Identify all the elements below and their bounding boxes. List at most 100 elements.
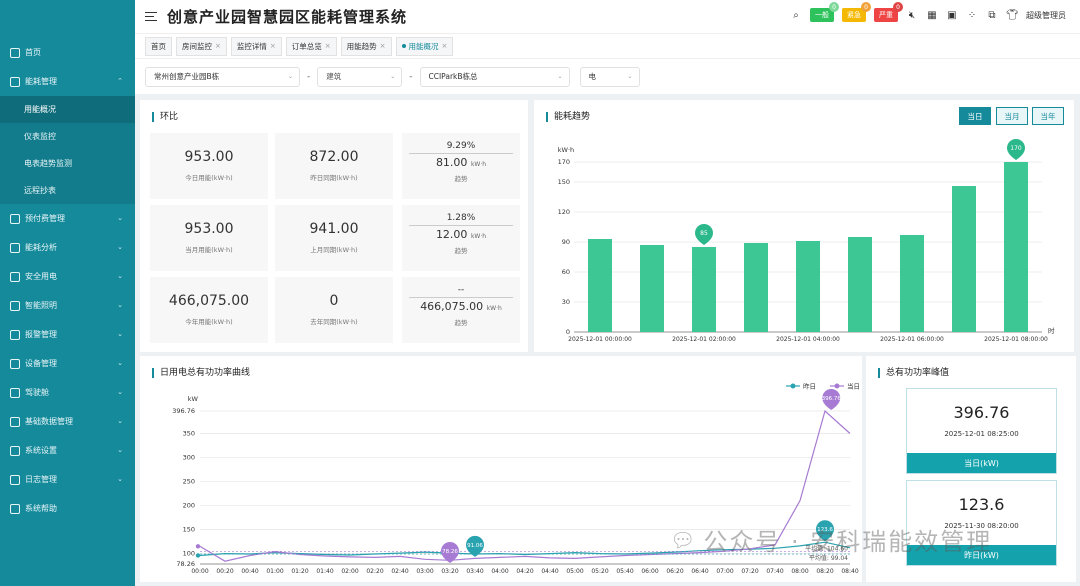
sidebar-item-6[interactable]: 报警管理 ⌄	[0, 320, 135, 349]
app-title: 创意产业园智慧园区能耗管理系统	[167, 8, 408, 26]
y-tick-label: 120	[558, 208, 570, 216]
sidebar-item-icon	[10, 213, 20, 224]
sidebar-item-7[interactable]: 设备管理 ⌄	[0, 349, 135, 378]
sidebar-item-4[interactable]: 安全用电 ⌄	[0, 262, 135, 291]
sidebar-item-icon	[10, 329, 20, 340]
sidebar-item-9[interactable]: 基础数据管理 ⌄	[0, 407, 135, 436]
sidebar-item-11[interactable]: 日志管理 ⌄	[0, 465, 135, 494]
alarm-badge-normal[interactable]: 一般 0	[810, 2, 839, 22]
sidebar-item-label: 系统设置	[25, 446, 57, 455]
chevron-down-icon: ⌄	[117, 359, 123, 367]
watermark: 💬︎ 公众号 · 安科瑞能效管理	[670, 522, 992, 557]
marker-label: 170	[1010, 145, 1022, 152]
energy-trend-chart: kW·h 0 30 60 90 120 150 170 2025-12-01 00:00:00 2…	[558, 139, 1055, 343]
tab-5[interactable]: 用能概况 ×	[395, 36, 454, 56]
alarm-badge-urgent[interactable]: 紧急 0	[842, 2, 871, 22]
sidebar-item-8[interactable]: 驾驶舱 ⌄	[0, 378, 135, 407]
sidebar-item-label: 能耗分析	[25, 243, 57, 252]
sidebar-item-icon	[10, 503, 20, 514]
y-tick-label: 30	[562, 298, 570, 306]
current-label: 今年用能(kW·h)	[185, 318, 233, 326]
current-label: 当月用能(kW·h)	[185, 246, 233, 254]
tab-label: 监控详情	[236, 41, 267, 51]
sidebar-item-icon	[10, 358, 20, 369]
current-card: 953.00 当月用能(kW·h)	[150, 205, 268, 271]
trend-month-button[interactable]: 当月	[996, 107, 1028, 125]
x-tick-label: 07:20	[741, 568, 758, 575]
close-icon[interactable]: ×	[269, 42, 276, 50]
close-icon[interactable]: ×	[324, 42, 331, 50]
bar	[588, 239, 612, 332]
sidebar-item-10[interactable]: 系统设置 ⌄	[0, 436, 135, 465]
sidebar-item-0[interactable]: 首页	[0, 38, 135, 67]
sidebar-item-icon	[10, 76, 20, 87]
sidebar-item-3[interactable]: 能耗分析 ⌄	[0, 233, 135, 262]
energy-type-select[interactable]: 电 ⌄	[579, 66, 640, 87]
park-select[interactable]: 常州创意产业园B栋 ⌄	[145, 66, 300, 87]
tab-2[interactable]: 监控详情 ×	[230, 36, 282, 56]
search-icon[interactable]: ⌕	[793, 9, 799, 21]
close-icon[interactable]: ×	[215, 42, 221, 50]
sidebar-subitem-3[interactable]: 远程抄表	[0, 177, 135, 204]
menu-toggle-icon[interactable]	[145, 11, 157, 22]
shirt-icon[interactable]: 👕︎	[1006, 9, 1019, 21]
x-tick-label: 2025-12-01 08:00:00	[984, 336, 1048, 343]
trend-title: 能耗趋势	[546, 112, 590, 122]
change-card: -- 466,075.00 kW·h 趋势	[402, 277, 520, 343]
close-icon[interactable]: ×	[441, 42, 448, 50]
layout-icon[interactable]: ▦	[927, 9, 937, 21]
trend-day-button[interactable]: 当日	[959, 107, 991, 125]
x-tick-label: 08:20	[816, 568, 833, 575]
y-tick-label: 170	[558, 158, 570, 166]
tab-1[interactable]: 房间监控 ×	[176, 36, 227, 56]
x-tick-label: 02:20	[366, 568, 383, 575]
sidebar-item-1[interactable]: 能耗管理 ⌃	[0, 67, 135, 96]
peak-today-label: 当日(kW)	[907, 453, 1056, 473]
peak-today-card: 396.76 2025-12-01 08:25:00 当日(kW)	[906, 388, 1057, 474]
user-name[interactable]: 超级管理员	[1026, 10, 1066, 20]
tab-0[interactable]: 首页	[145, 36, 172, 56]
bar	[1004, 162, 1028, 332]
sidebar-item-label: 安全用电	[25, 272, 57, 281]
x-tick-label: 06:20	[666, 568, 683, 575]
marker-pin	[816, 520, 834, 542]
grid-icon[interactable]: ⁘	[967, 9, 977, 21]
language-icon[interactable]: ⧉	[988, 9, 996, 21]
sidebar-subitem-0[interactable]: 用能概况	[0, 96, 135, 123]
sidebar-item-icon	[10, 47, 20, 58]
sidebar-subitem-2[interactable]: 电表趋势监测	[0, 150, 135, 177]
tab-4[interactable]: 用能趋势 ×	[340, 36, 392, 56]
close-icon[interactable]: ×	[379, 42, 386, 50]
sidebar-item-2[interactable]: 预付费管理 ⌄	[0, 204, 135, 233]
x-tick-label: 04:00	[491, 568, 508, 575]
trend-label: 趋势	[454, 175, 468, 183]
chevron-down-icon: ⌄	[117, 330, 123, 338]
meter-select[interactable]: CCIParkB栋总 ⌄	[419, 66, 570, 87]
trend-year-button[interactable]: 当年	[1032, 107, 1064, 125]
trend-label: 趋势	[454, 247, 468, 255]
legend-label: 当日	[847, 382, 860, 391]
app-header: 创意产业园智慧园区能耗管理系统 ⌕ 一般 0 紧急 0 严重 0 🔇︎ ▦ ▣ ⁘ ⧉…	[135, 0, 1080, 33]
sidebar-item-label: 首页	[25, 48, 41, 57]
mute-icon[interactable]: 🔇︎	[908, 9, 916, 21]
sidebar-item-icon	[10, 445, 20, 456]
y-tick-label: 78.26	[176, 560, 195, 568]
series-line	[199, 409, 851, 562]
sidebar-item-12[interactable]: 系统帮助	[0, 494, 135, 523]
power-panel: 日用电总有功功率曲线	[140, 356, 862, 582]
bar	[640, 245, 664, 332]
watermark-text: 公众号 · 安科瑞能效管理	[703, 528, 993, 556]
peak-yesterday-card: 123.6 2025-11-30 08:20:00 昨日(kW)	[906, 480, 1057, 566]
series-start-point	[195, 553, 201, 558]
building-select[interactable]: 建筑 ⌄	[317, 66, 403, 87]
change-percent: --	[457, 285, 465, 295]
screen-icon[interactable]: ▣	[947, 9, 957, 21]
sidebar-subitem-1[interactable]: 仪表监控	[0, 123, 135, 150]
x-unit-label: 时	[1048, 326, 1055, 335]
alarm-badge-severe[interactable]: 严重 0	[874, 2, 903, 22]
sidebar-item-5[interactable]: 智能照明 ⌄	[0, 291, 135, 320]
y-tick-label: 350	[183, 429, 195, 437]
legend-swatch-dot	[834, 383, 840, 389]
tab-3[interactable]: 订单总览 ×	[285, 36, 337, 56]
peak-yesterday-value: 123.6	[958, 495, 1005, 514]
